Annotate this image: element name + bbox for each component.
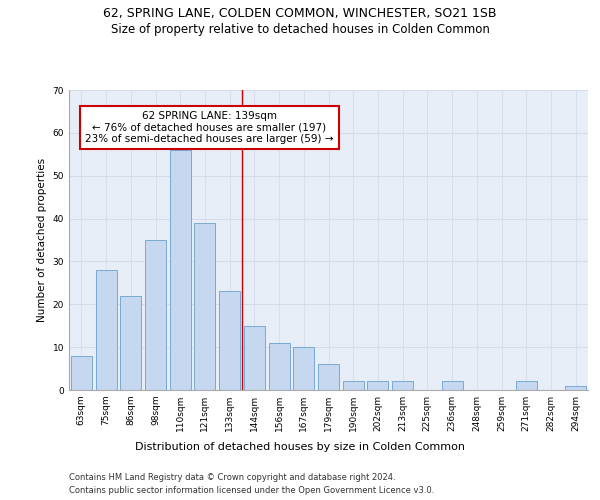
Bar — [194, 223, 215, 390]
Bar — [318, 364, 339, 390]
Bar — [244, 326, 265, 390]
Y-axis label: Number of detached properties: Number of detached properties — [37, 158, 47, 322]
Bar — [392, 382, 413, 390]
Bar — [71, 356, 92, 390]
Bar — [293, 347, 314, 390]
Bar — [145, 240, 166, 390]
Bar — [269, 343, 290, 390]
Bar — [516, 382, 537, 390]
Text: Contains public sector information licensed under the Open Government Licence v3: Contains public sector information licen… — [69, 486, 434, 495]
Bar — [120, 296, 141, 390]
Bar — [565, 386, 586, 390]
Bar — [95, 270, 116, 390]
Text: 62, SPRING LANE, COLDEN COMMON, WINCHESTER, SO21 1SB: 62, SPRING LANE, COLDEN COMMON, WINCHEST… — [103, 8, 497, 20]
Bar — [219, 292, 240, 390]
Text: 62 SPRING LANE: 139sqm
← 76% of detached houses are smaller (197)
23% of semi-de: 62 SPRING LANE: 139sqm ← 76% of detached… — [85, 111, 334, 144]
Bar — [367, 382, 388, 390]
Text: Contains HM Land Registry data © Crown copyright and database right 2024.: Contains HM Land Registry data © Crown c… — [69, 472, 395, 482]
Bar — [170, 150, 191, 390]
Bar — [343, 382, 364, 390]
Text: Distribution of detached houses by size in Colden Common: Distribution of detached houses by size … — [135, 442, 465, 452]
Bar — [442, 382, 463, 390]
Text: Size of property relative to detached houses in Colden Common: Size of property relative to detached ho… — [110, 22, 490, 36]
